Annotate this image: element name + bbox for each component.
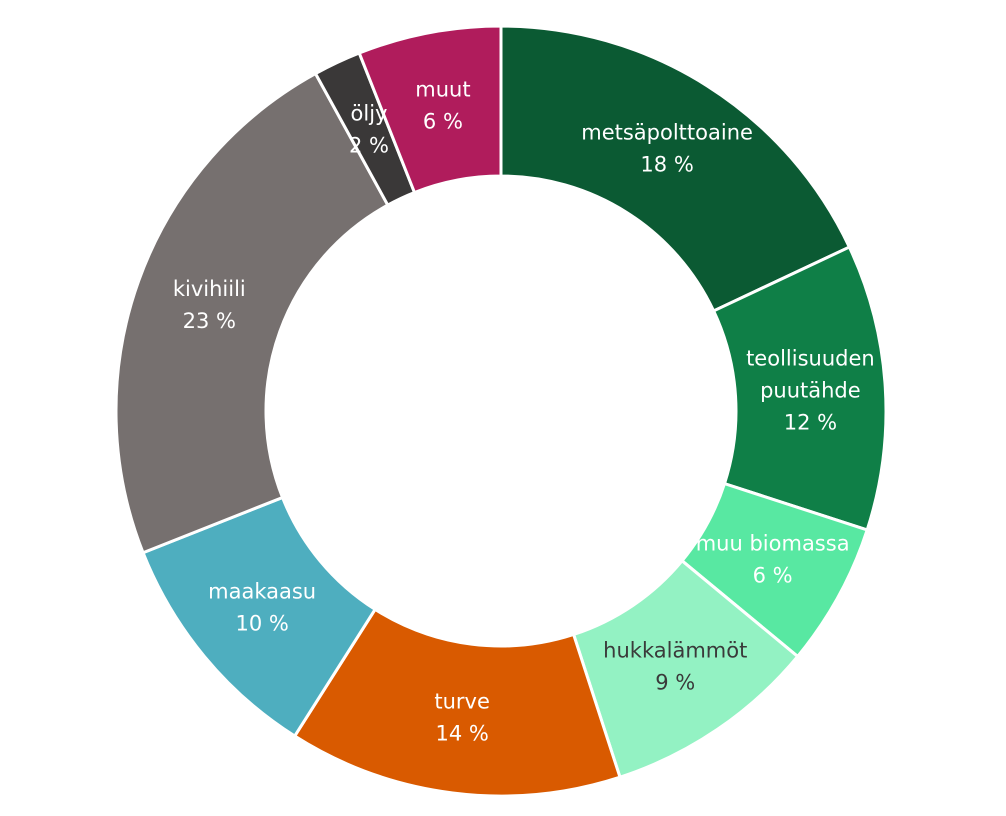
slice-category-label: kivihiili <box>173 277 246 301</box>
slice-value-label: 18 % <box>640 152 693 176</box>
slice-category-label: muut <box>415 77 470 101</box>
slice-category-label: puutähde <box>760 379 861 403</box>
slice-value-label: 23 % <box>183 309 236 333</box>
slice-category-label: hukkalämmöt <box>603 638 747 662</box>
slice-label-8: muut 6 % <box>415 77 470 133</box>
slice-category-label: metsäpolttoaine <box>581 120 753 144</box>
slice-value-label: 2 % <box>349 134 389 158</box>
slice-value-label: 10 % <box>235 612 288 636</box>
slice-category-label: turve <box>434 690 490 714</box>
slice-category-label: muu biomassa <box>696 531 850 555</box>
slice-value-label: 12 % <box>784 411 837 435</box>
slice-label-2: muu biomassa 6 % <box>696 531 850 587</box>
slice-value-label: 6 % <box>753 563 793 587</box>
donut-labels: metsäpolttoaine 18 % teollisuuden puutähde 1… <box>173 77 875 745</box>
slice-label-6: kivihiili 23 % <box>173 277 246 333</box>
slice-label-0: metsäpolttoaine 18 % <box>581 120 753 176</box>
slice-6 <box>114 71 390 555</box>
slice-category-label: teollisuuden <box>746 347 875 371</box>
slice-label-7: öljy 2 % <box>349 102 389 158</box>
slice-category-label: maakaasu <box>208 580 316 604</box>
slice-value-label: 14 % <box>435 722 488 746</box>
slice-label-3: hukkalämmöt 9 % <box>603 638 747 694</box>
slice-label-4: turve 14 % <box>434 690 490 746</box>
slice-value-label: 9 % <box>655 670 695 694</box>
slice-0 <box>499 24 852 313</box>
slice-label-5: maakaasu 10 % <box>208 580 316 636</box>
slice-label-1: teollisuuden puutähde 12 % <box>746 347 875 435</box>
slice-8 <box>357 24 503 195</box>
slice-category-label: öljy <box>351 102 388 126</box>
slice-value-label: 6 % <box>423 109 463 133</box>
donut-slices <box>114 24 888 798</box>
